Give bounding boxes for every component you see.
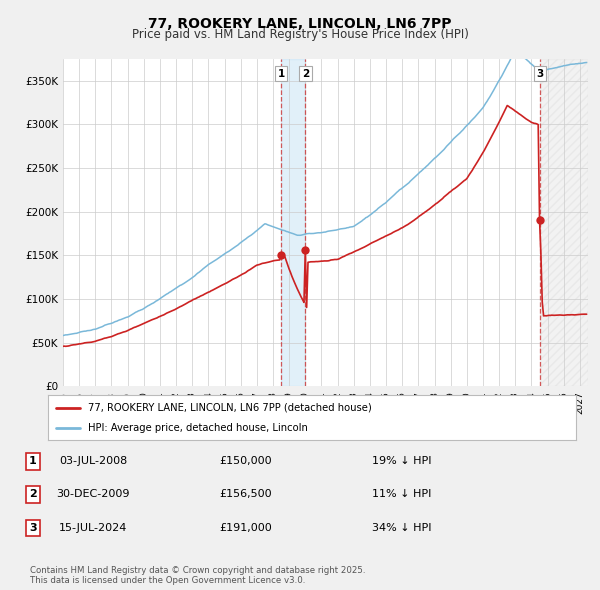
Text: Contains HM Land Registry data © Crown copyright and database right 2025.
This d: Contains HM Land Registry data © Crown c… <box>30 566 365 585</box>
Text: 77, ROOKERY LANE, LINCOLN, LN6 7PP: 77, ROOKERY LANE, LINCOLN, LN6 7PP <box>148 17 452 31</box>
Text: £156,500: £156,500 <box>220 490 272 499</box>
Text: 2: 2 <box>302 69 309 79</box>
Text: 03-JUL-2008: 03-JUL-2008 <box>59 457 127 466</box>
Text: 30-DEC-2009: 30-DEC-2009 <box>56 490 130 499</box>
Text: 15-JUL-2024: 15-JUL-2024 <box>59 523 127 533</box>
Text: 3: 3 <box>29 523 37 533</box>
Bar <box>281 59 305 386</box>
Text: 19% ↓ HPI: 19% ↓ HPI <box>372 457 432 466</box>
Text: 11% ↓ HPI: 11% ↓ HPI <box>373 490 431 499</box>
Text: 3: 3 <box>536 69 544 79</box>
Text: 77, ROOKERY LANE, LINCOLN, LN6 7PP (detached house): 77, ROOKERY LANE, LINCOLN, LN6 7PP (deta… <box>88 403 371 412</box>
Text: 34% ↓ HPI: 34% ↓ HPI <box>372 523 432 533</box>
Text: 1: 1 <box>29 457 37 466</box>
Text: HPI: Average price, detached house, Lincoln: HPI: Average price, detached house, Linc… <box>88 424 307 434</box>
Text: 2: 2 <box>29 490 37 499</box>
Text: Price paid vs. HM Land Registry's House Price Index (HPI): Price paid vs. HM Land Registry's House … <box>131 28 469 41</box>
Text: £191,000: £191,000 <box>220 523 272 533</box>
Text: 1: 1 <box>277 69 285 79</box>
Bar <box>540 59 588 386</box>
Text: £150,000: £150,000 <box>220 457 272 466</box>
